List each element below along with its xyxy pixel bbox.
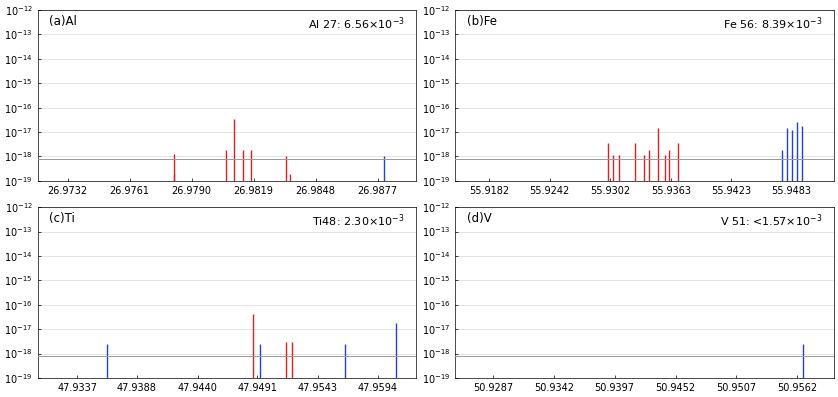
Text: Ti48: 2.30$\times10^{-3}$: Ti48: 2.30$\times10^{-3}$ — [313, 212, 405, 229]
Text: Al 27: 6.56$\times10^{-3}$: Al 27: 6.56$\times10^{-3}$ — [308, 15, 405, 32]
Text: (d)V: (d)V — [467, 212, 491, 225]
Text: (c)Ti: (c)Ti — [49, 212, 75, 225]
Text: (a)Al: (a)Al — [49, 15, 77, 28]
Text: (b)Fe: (b)Fe — [467, 15, 497, 28]
Text: Fe 56: 8.39$\times10^{-3}$: Fe 56: 8.39$\times10^{-3}$ — [723, 15, 822, 32]
Text: V 51: <1.57$\times10^{-3}$: V 51: <1.57$\times10^{-3}$ — [720, 212, 822, 229]
